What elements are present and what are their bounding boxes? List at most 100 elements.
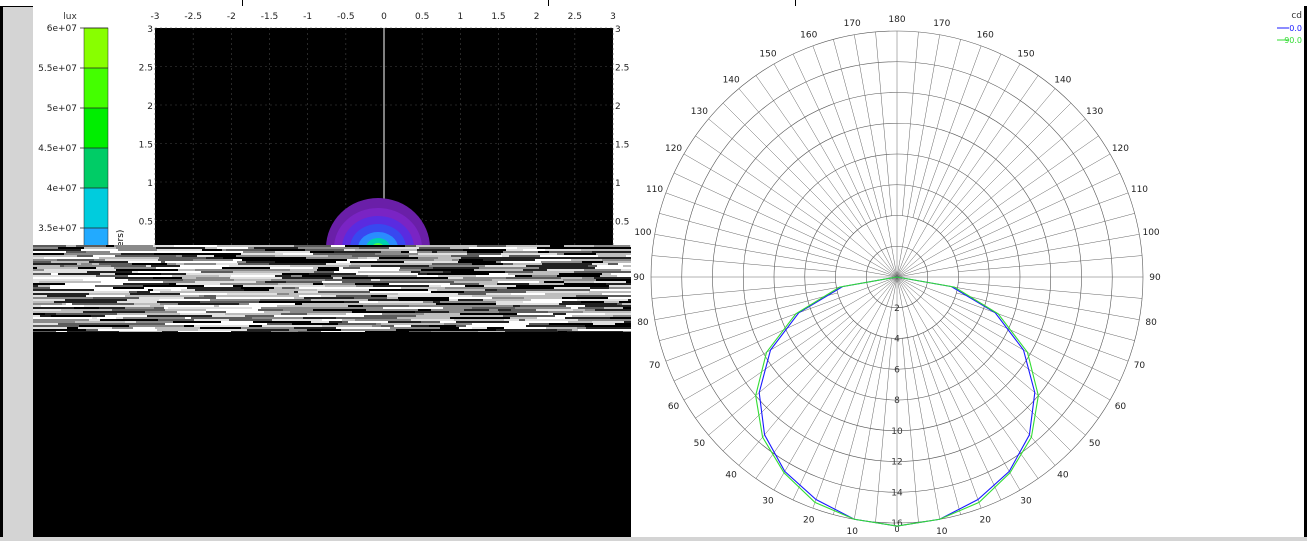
polar-angle-label: 110 — [1131, 185, 1148, 195]
artifact-segment — [585, 305, 631, 307]
polar-spoke — [695, 312, 847, 419]
polar-spoke — [932, 75, 1039, 227]
artifact-segment — [362, 277, 404, 279]
artifact-segment — [366, 309, 418, 311]
artifact-segment — [229, 265, 290, 267]
artifact-segment — [343, 267, 360, 269]
artifact-segment — [626, 255, 631, 257]
artifact-segment — [204, 285, 233, 287]
artifact-segment — [324, 307, 383, 309]
artifact-segment — [200, 327, 241, 329]
artifact-segment — [76, 245, 106, 247]
artifact-segment — [243, 285, 299, 287]
artifact-segment — [274, 315, 301, 317]
artifact-segment — [557, 253, 564, 255]
artifact-segment — [93, 255, 115, 257]
artifact-segment — [401, 287, 445, 289]
artifact-segment — [135, 257, 159, 259]
artifact-segment — [61, 309, 89, 311]
artifact-segment — [331, 275, 368, 277]
y-tick-label-right: 1.5 — [615, 141, 629, 151]
artifact-segment — [105, 315, 147, 317]
artifact-segment — [547, 269, 584, 271]
artifact-segment — [317, 289, 369, 291]
artifact-segment — [33, 315, 40, 317]
artifact-segment — [404, 277, 448, 279]
artifact-segment — [283, 309, 313, 311]
artifact-segment — [101, 281, 112, 283]
artifact-segment — [596, 279, 628, 281]
polar-angle-label: 90 — [633, 273, 645, 283]
artifact-segment — [156, 267, 210, 269]
polar-spoke — [896, 45, 982, 278]
artifact-segment — [196, 261, 237, 263]
artifact-segment — [485, 289, 497, 291]
x-tick-label: -0.5 — [337, 12, 355, 22]
artifact-segment — [216, 295, 278, 297]
colorbar-tick-label: 4.5e+07 — [38, 144, 77, 154]
artifact-segment — [323, 283, 340, 285]
artifact-segment — [492, 279, 533, 281]
artifact-segment — [145, 295, 199, 297]
artifact-segment — [33, 271, 87, 273]
polar-spoke — [896, 63, 1021, 278]
artifact-segment — [417, 275, 438, 277]
polar-spoke — [902, 31, 919, 216]
artifact-segment — [355, 249, 412, 251]
artifact-segment — [167, 263, 176, 265]
artifact-segment — [213, 323, 267, 325]
y-tick-label-left: 0.5 — [139, 218, 153, 228]
artifact-segment — [313, 253, 375, 255]
artifact-segment — [311, 299, 368, 301]
artifact-segment — [592, 321, 624, 323]
artifact-segment — [154, 253, 205, 255]
polar-angle-label: 130 — [691, 107, 708, 117]
artifact-segment — [116, 265, 146, 267]
artifact-segment — [388, 321, 421, 323]
artifact-segment — [169, 283, 176, 285]
artifact-segment — [296, 301, 344, 303]
polar-spoke — [659, 292, 838, 341]
artifact-segment — [87, 271, 132, 273]
artifact-segment — [51, 273, 58, 275]
artifact-segment — [443, 307, 472, 309]
artifact-segment — [368, 299, 399, 301]
artifact-segment — [615, 289, 631, 291]
artifact-segment — [195, 269, 239, 271]
artifact-segment — [254, 247, 298, 249]
artifact-segment — [150, 305, 164, 307]
artifact-segment — [342, 281, 392, 283]
artifact-segment — [194, 325, 220, 327]
artifact-segment — [581, 249, 631, 251]
artifact-segment — [433, 267, 479, 269]
artifact-segment — [127, 299, 159, 301]
artifact-segment — [79, 325, 118, 327]
artifact-segment — [584, 319, 631, 321]
artifact-segment — [479, 267, 539, 269]
artifact-segment — [617, 303, 622, 305]
artifact-segment — [282, 277, 333, 279]
artifact-segment — [225, 313, 281, 315]
left-gutter — [3, 6, 33, 537]
artifact-segment — [479, 255, 502, 257]
artifact-segment — [33, 321, 75, 323]
artifact-segment — [523, 301, 562, 303]
artifact-segment — [427, 273, 489, 275]
artifact-segment — [349, 265, 371, 267]
polar-series — [755, 276, 1039, 527]
artifact-segment — [270, 267, 313, 269]
artifact-segment — [137, 291, 150, 293]
artifact-segment — [469, 247, 517, 249]
artifact-segment — [621, 269, 631, 271]
artifact-segment — [600, 275, 617, 277]
artifact-segment — [415, 311, 449, 313]
artifact-segment — [245, 315, 274, 317]
artifact-segment — [274, 287, 282, 289]
artifact-segment — [480, 305, 513, 307]
artifact-segment — [420, 271, 443, 273]
artifact-segment — [461, 257, 520, 259]
artifact-segment — [241, 327, 294, 329]
artifact-segment — [379, 257, 418, 259]
artifact-segment — [592, 263, 608, 265]
artifact-segment — [598, 255, 626, 257]
